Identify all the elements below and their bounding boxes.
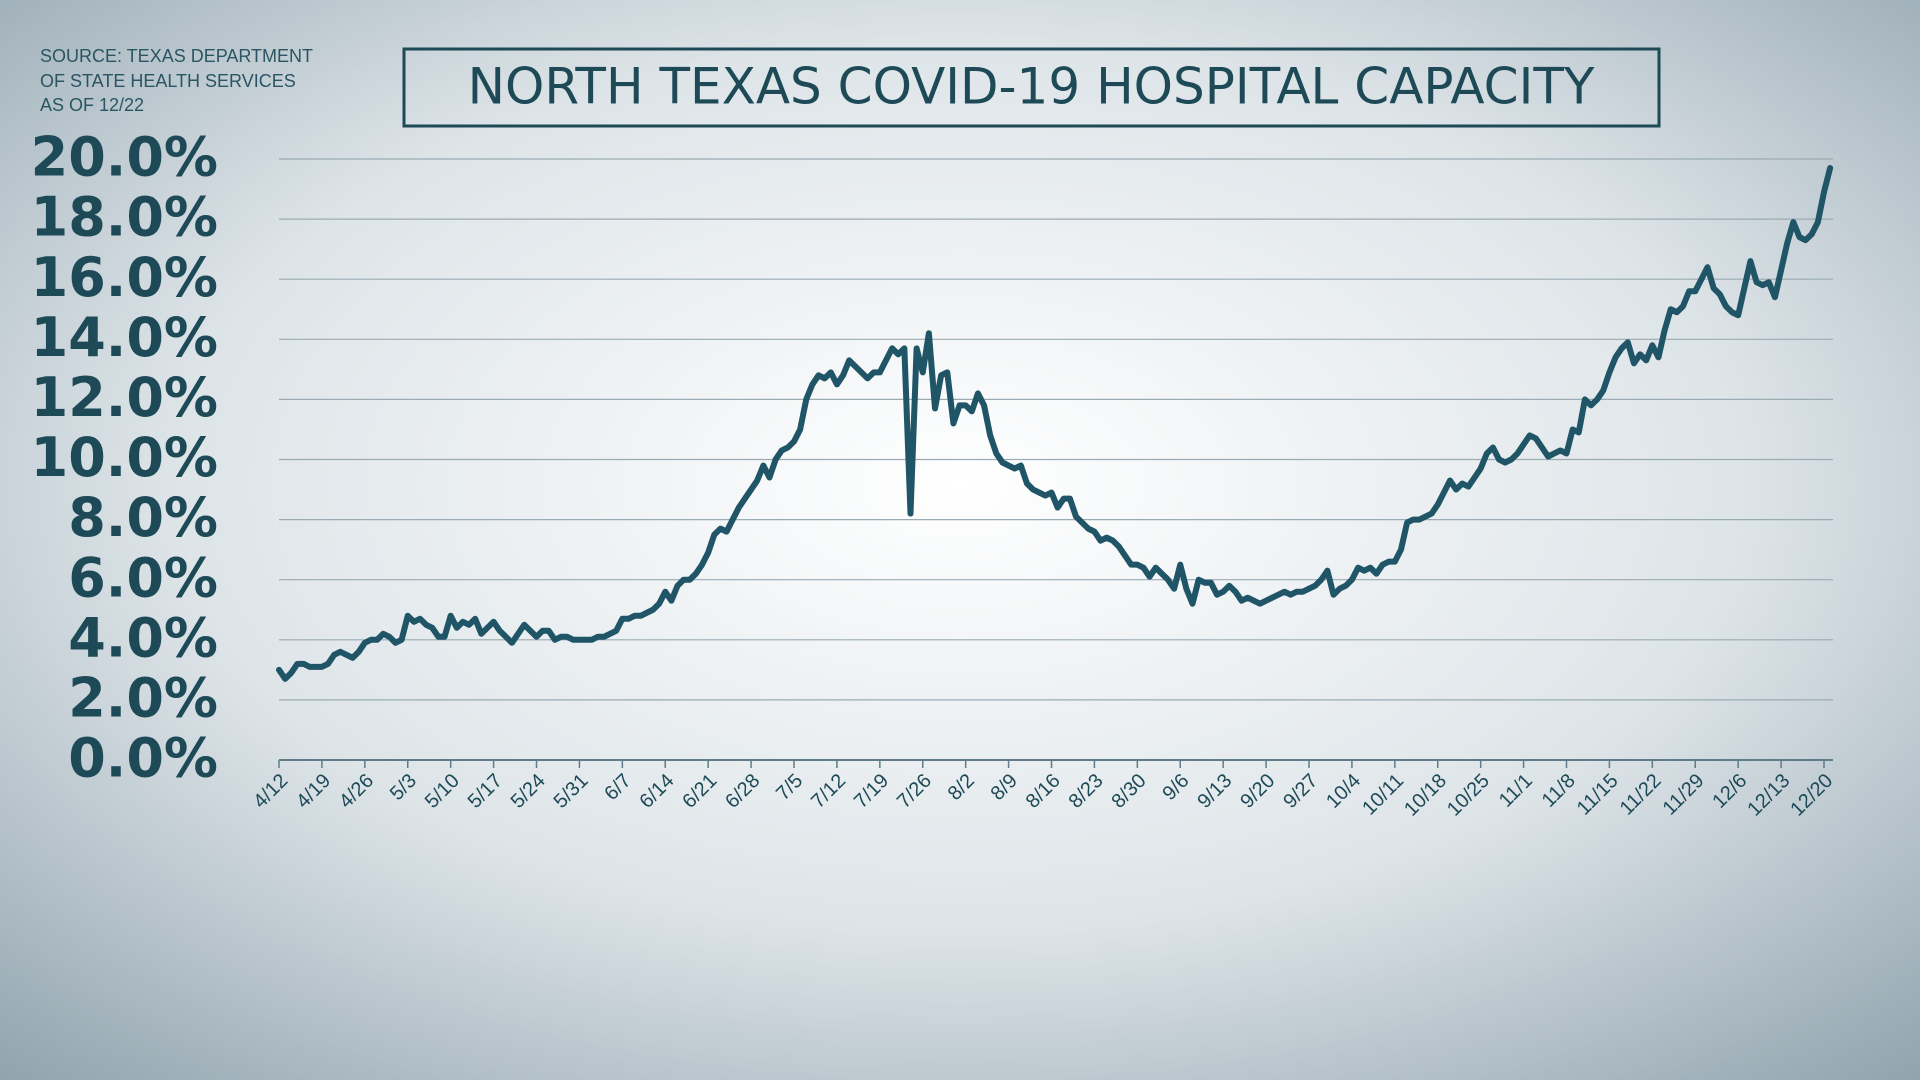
y-tick-label: 16.0% xyxy=(31,246,218,309)
y-tick-label: 12.0% xyxy=(31,366,218,429)
y-tick-label: 10.0% xyxy=(31,426,218,489)
source-line: OF STATE HEALTH SERVICES xyxy=(40,71,296,91)
source-line: AS OF 12/22 xyxy=(40,95,144,115)
y-tick-label: 2.0% xyxy=(68,667,218,730)
y-tick-label: 20.0% xyxy=(31,126,218,189)
y-tick-label: 18.0% xyxy=(31,186,218,249)
title-box xyxy=(402,47,1661,128)
y-tick-label: 0.0% xyxy=(68,727,218,790)
chart-title: NORTH TEXAS COVID-19 HOSPITAL CAPACITY xyxy=(468,58,1595,116)
data-line xyxy=(276,165,1834,682)
y-tick-label: 4.0% xyxy=(68,606,218,669)
y-tick-label: 6.0% xyxy=(68,546,218,609)
y-tick-label: 8.0% xyxy=(68,486,218,549)
y-tick-label: 14.0% xyxy=(31,306,218,369)
source-line: SOURCE: TEXAS DEPARTMENT xyxy=(40,46,313,66)
